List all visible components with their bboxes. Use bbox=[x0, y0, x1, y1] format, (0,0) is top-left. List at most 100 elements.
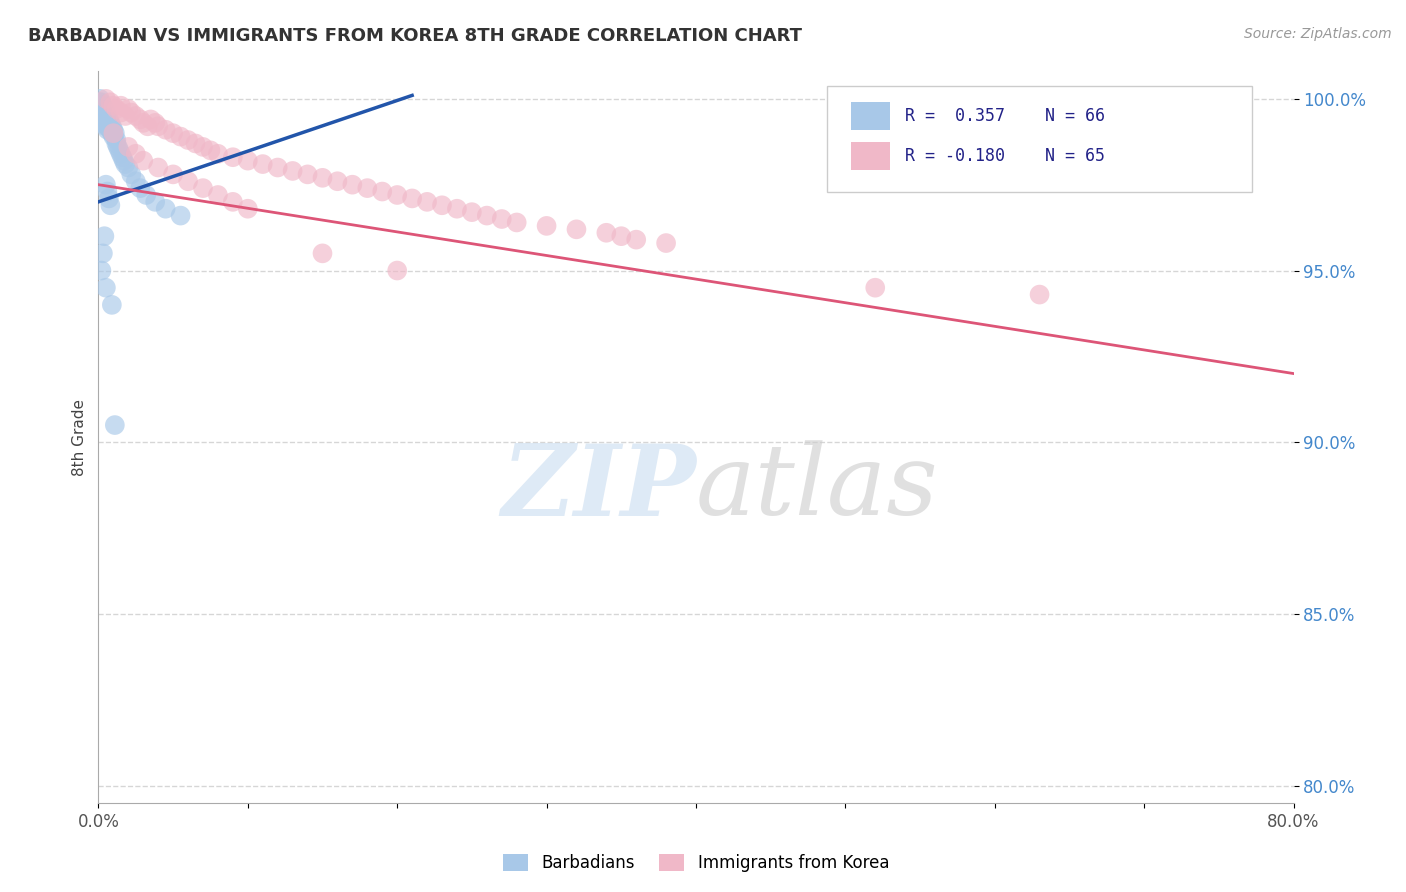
Point bbox=[89, 95, 111, 110]
Point bbox=[112, 153, 135, 168]
Point bbox=[110, 105, 132, 120]
Point bbox=[94, 112, 117, 127]
Point bbox=[91, 116, 114, 130]
Point bbox=[94, 120, 117, 134]
Point bbox=[222, 194, 245, 209]
Point bbox=[114, 157, 136, 171]
Point bbox=[94, 281, 117, 295]
Point bbox=[139, 112, 162, 127]
Point bbox=[143, 116, 166, 130]
Point bbox=[105, 136, 128, 151]
Point bbox=[90, 102, 112, 116]
Point bbox=[97, 112, 120, 127]
Point bbox=[94, 105, 117, 120]
Point bbox=[385, 263, 409, 277]
Point bbox=[103, 98, 125, 112]
Point bbox=[162, 126, 184, 140]
Point bbox=[107, 140, 129, 154]
Point bbox=[90, 263, 112, 277]
Point bbox=[129, 181, 152, 195]
Text: R =  0.357    N = 66: R = 0.357 N = 66 bbox=[905, 107, 1105, 125]
Point bbox=[101, 120, 124, 134]
Point bbox=[91, 246, 114, 260]
Point bbox=[96, 116, 118, 130]
Point bbox=[105, 102, 128, 116]
Point bbox=[114, 109, 136, 123]
Point bbox=[865, 281, 887, 295]
Point bbox=[132, 116, 155, 130]
Point bbox=[111, 150, 134, 164]
Point bbox=[98, 198, 122, 212]
Point bbox=[236, 153, 259, 168]
Point bbox=[155, 202, 177, 216]
Point bbox=[155, 122, 177, 136]
Point bbox=[148, 161, 170, 175]
Point bbox=[356, 181, 378, 195]
Point bbox=[96, 185, 118, 199]
Point bbox=[110, 98, 132, 112]
Point bbox=[98, 95, 122, 110]
Point bbox=[169, 209, 191, 223]
Point bbox=[125, 109, 148, 123]
Y-axis label: 8th Grade: 8th Grade bbox=[72, 399, 87, 475]
Point bbox=[222, 150, 245, 164]
Point bbox=[297, 167, 319, 181]
Point bbox=[125, 174, 148, 188]
Point bbox=[96, 122, 118, 136]
Point bbox=[430, 198, 453, 212]
FancyBboxPatch shape bbox=[827, 86, 1251, 192]
Point bbox=[117, 161, 139, 175]
Point bbox=[416, 194, 439, 209]
Point bbox=[93, 112, 115, 127]
Point bbox=[93, 109, 115, 123]
Point bbox=[117, 102, 139, 116]
Point bbox=[101, 126, 124, 140]
Point bbox=[311, 170, 333, 185]
Point bbox=[96, 112, 118, 127]
Point bbox=[96, 120, 118, 134]
Point bbox=[91, 102, 114, 116]
Point bbox=[461, 205, 484, 219]
Point bbox=[97, 191, 120, 205]
Point bbox=[191, 181, 214, 195]
Point bbox=[143, 194, 166, 209]
Point bbox=[281, 164, 304, 178]
Point bbox=[624, 233, 647, 247]
Point bbox=[342, 178, 364, 192]
Point bbox=[125, 146, 148, 161]
Point bbox=[117, 140, 139, 154]
Point bbox=[90, 95, 112, 110]
Text: atlas: atlas bbox=[696, 441, 939, 536]
Point bbox=[108, 144, 131, 158]
Point bbox=[101, 122, 124, 136]
Point bbox=[252, 157, 274, 171]
Point bbox=[311, 246, 333, 260]
Text: ZIP: ZIP bbox=[501, 440, 696, 536]
Point bbox=[90, 98, 112, 112]
Point bbox=[371, 185, 394, 199]
Point bbox=[200, 144, 222, 158]
Point bbox=[110, 146, 132, 161]
Point bbox=[93, 102, 115, 116]
Point bbox=[491, 212, 513, 227]
Point bbox=[89, 92, 111, 106]
Point bbox=[105, 133, 128, 147]
Point bbox=[94, 116, 117, 130]
Point bbox=[207, 188, 229, 202]
Point bbox=[267, 161, 290, 175]
Point bbox=[104, 126, 127, 140]
Point bbox=[120, 105, 142, 120]
Point bbox=[191, 140, 214, 154]
Point bbox=[103, 122, 125, 136]
Point bbox=[97, 120, 120, 134]
Point bbox=[595, 226, 617, 240]
Point bbox=[104, 418, 127, 433]
Bar bbox=[851, 143, 890, 170]
Point bbox=[98, 116, 122, 130]
Point bbox=[97, 116, 120, 130]
Point bbox=[401, 191, 423, 205]
Point bbox=[89, 98, 111, 112]
Point bbox=[129, 112, 152, 127]
Point bbox=[120, 167, 142, 181]
Point bbox=[90, 105, 112, 120]
